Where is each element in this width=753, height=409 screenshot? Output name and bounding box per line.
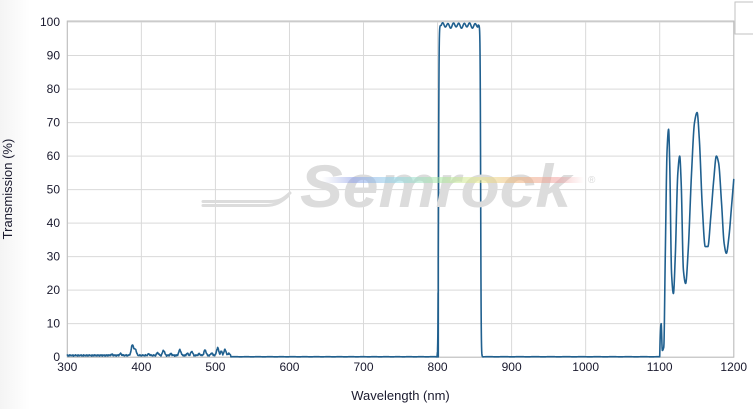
svg-text:1000: 1000 bbox=[572, 360, 599, 374]
svg-text:90: 90 bbox=[47, 49, 61, 63]
svg-text:100: 100 bbox=[40, 15, 60, 29]
svg-text:10: 10 bbox=[47, 317, 61, 331]
svg-text:900: 900 bbox=[502, 360, 522, 374]
svg-text:600: 600 bbox=[279, 360, 299, 374]
svg-text:Semrock: Semrock bbox=[300, 153, 574, 220]
svg-text:400: 400 bbox=[131, 360, 151, 374]
svg-text:1200: 1200 bbox=[720, 360, 747, 374]
svg-text:80: 80 bbox=[47, 82, 61, 96]
svg-text:60: 60 bbox=[47, 149, 61, 163]
svg-text:®: ® bbox=[588, 175, 596, 186]
svg-text:20: 20 bbox=[47, 283, 61, 297]
svg-text:700: 700 bbox=[353, 360, 373, 374]
svg-text:800: 800 bbox=[428, 360, 448, 374]
svg-text:30: 30 bbox=[47, 250, 61, 264]
svg-text:0: 0 bbox=[53, 350, 60, 364]
svg-text:40: 40 bbox=[47, 216, 61, 230]
svg-text:70: 70 bbox=[47, 116, 61, 130]
svg-text:50: 50 bbox=[47, 183, 61, 197]
svg-text:1100: 1100 bbox=[647, 360, 673, 374]
svg-text:Transmission (%): Transmission (%) bbox=[0, 139, 15, 240]
svg-text:Wavelength (nm): Wavelength (nm) bbox=[351, 388, 450, 403]
svg-text:500: 500 bbox=[205, 360, 225, 374]
svg-text:300: 300 bbox=[57, 360, 77, 374]
